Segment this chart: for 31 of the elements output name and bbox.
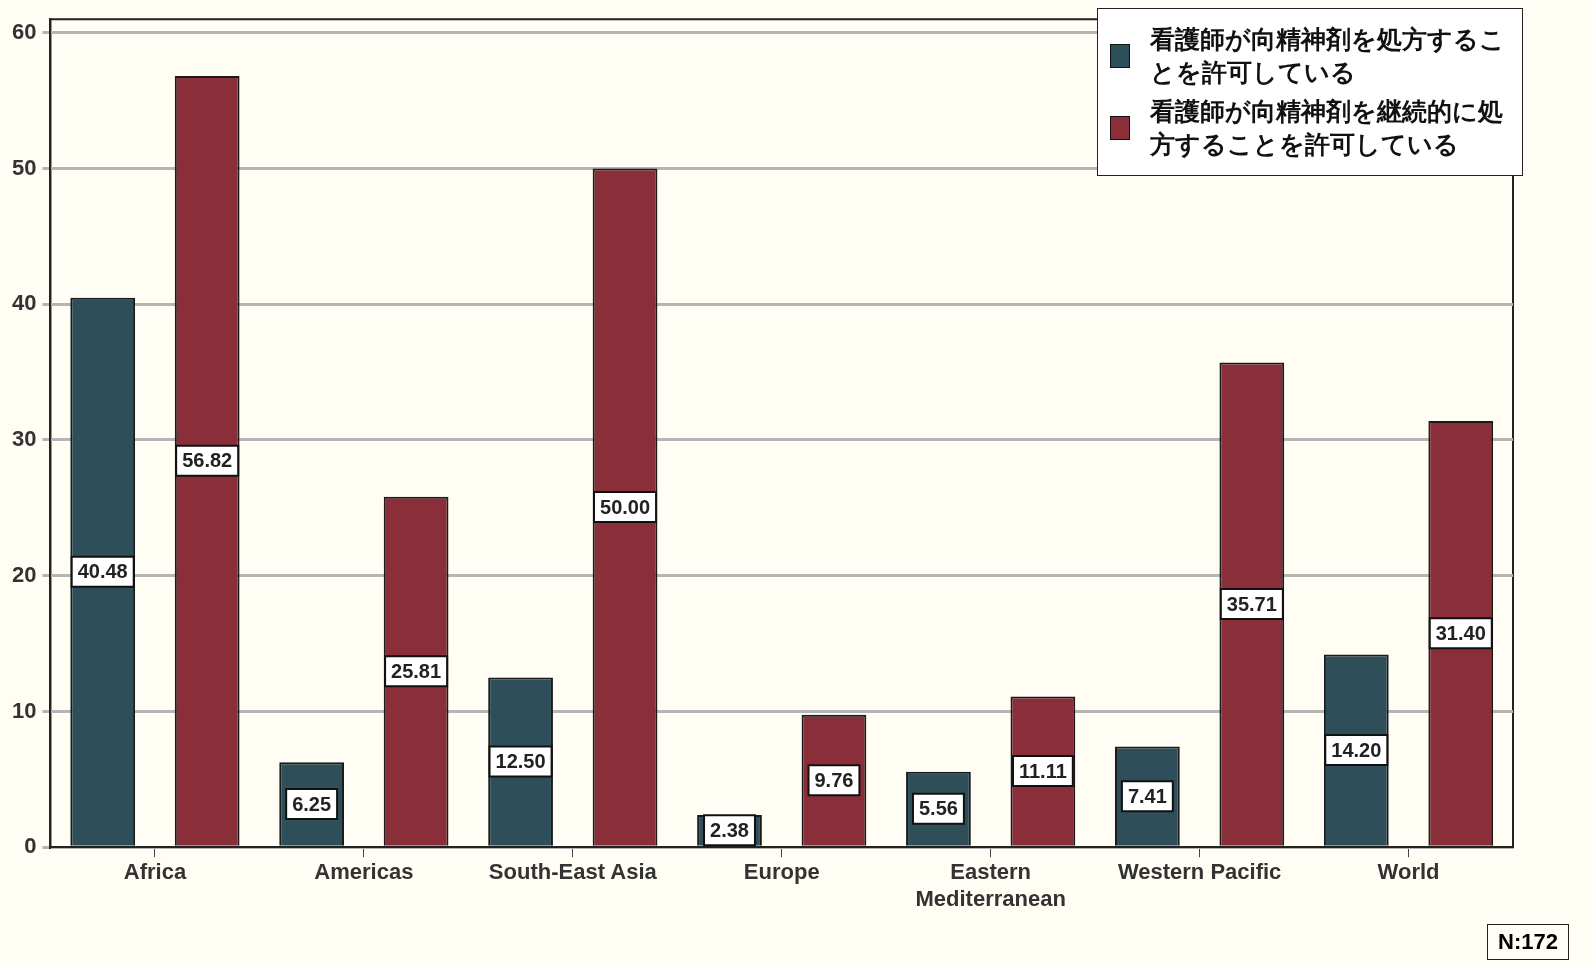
legend-label: 看護師が向精神剤を処方することを許可している xyxy=(1150,24,1506,89)
data-label: 7.41 xyxy=(1127,784,1167,807)
y-tick-label: 10 xyxy=(11,697,37,723)
y-tick-label: 20 xyxy=(11,561,37,587)
text: N:172 xyxy=(1487,924,1569,960)
x-tick-label: Africa xyxy=(123,859,187,885)
x-tick-label: World xyxy=(1377,859,1440,885)
y-tick-label: 40 xyxy=(11,290,37,316)
y-tick-label: 50 xyxy=(11,154,37,180)
data-label: 9.76 xyxy=(814,768,854,791)
x-tick-label: Europe xyxy=(743,859,820,885)
legend-label: 看護師が向精神剤を継続的に処方することを許可している xyxy=(1150,96,1504,161)
data-label: 56.82 xyxy=(182,449,233,472)
data-label: 12.50 xyxy=(495,750,546,773)
x-tick-label: Americas xyxy=(314,859,414,885)
y-tick-label: 30 xyxy=(11,426,37,452)
x-tick-label: Eastern Mediterranean xyxy=(915,859,1066,911)
y-tick-label: 60 xyxy=(11,18,37,44)
data-label: 6.25 xyxy=(292,792,332,815)
data-label: 31.40 xyxy=(1435,621,1486,644)
x-tick-label: South-East Asia xyxy=(488,859,658,885)
y-tick-label: 0 xyxy=(24,833,37,859)
data-label: 11.11 xyxy=(1018,759,1067,782)
data-label: 2.38 xyxy=(710,818,749,841)
x-tick-label: Western Pacific xyxy=(1117,859,1282,885)
data-label: 14.20 xyxy=(1331,738,1382,761)
data-label: 5.56 xyxy=(918,797,958,820)
data-label: 50.00 xyxy=(600,495,651,518)
data-label: 25.81 xyxy=(391,659,442,682)
data-label: 40.48 xyxy=(77,560,128,583)
data-label: 35.71 xyxy=(1226,592,1277,615)
